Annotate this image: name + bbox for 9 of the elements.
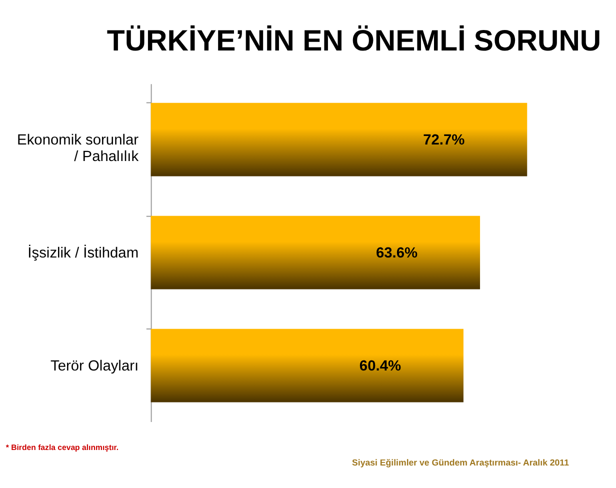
text: * Birden fazla cevap alınmıştır.	[6, 442, 119, 452]
data-label: 72.7%	[423, 132, 465, 148]
y-tick-label: Terör Olayları	[50, 358, 139, 374]
data-label: 63.6%	[376, 245, 418, 262]
y-tick-label: Ekonomik sorunlar / Pahalılık	[17, 132, 140, 166]
chart-title: TÜRKİYE’NİN EN ÖNEMLİ SORUNU	[106, 24, 602, 58]
text: Siyasi Eğilimler ve Gündem Araştırması- Aralık 2011	[352, 458, 570, 468]
y-tick-label: İşsizlik / İstihdam	[28, 244, 139, 262]
data-label: 60.4%	[359, 358, 402, 374]
